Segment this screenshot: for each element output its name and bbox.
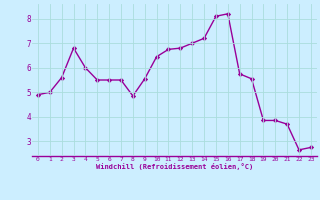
X-axis label: Windchill (Refroidissement éolien,°C): Windchill (Refroidissement éolien,°C) <box>96 163 253 170</box>
